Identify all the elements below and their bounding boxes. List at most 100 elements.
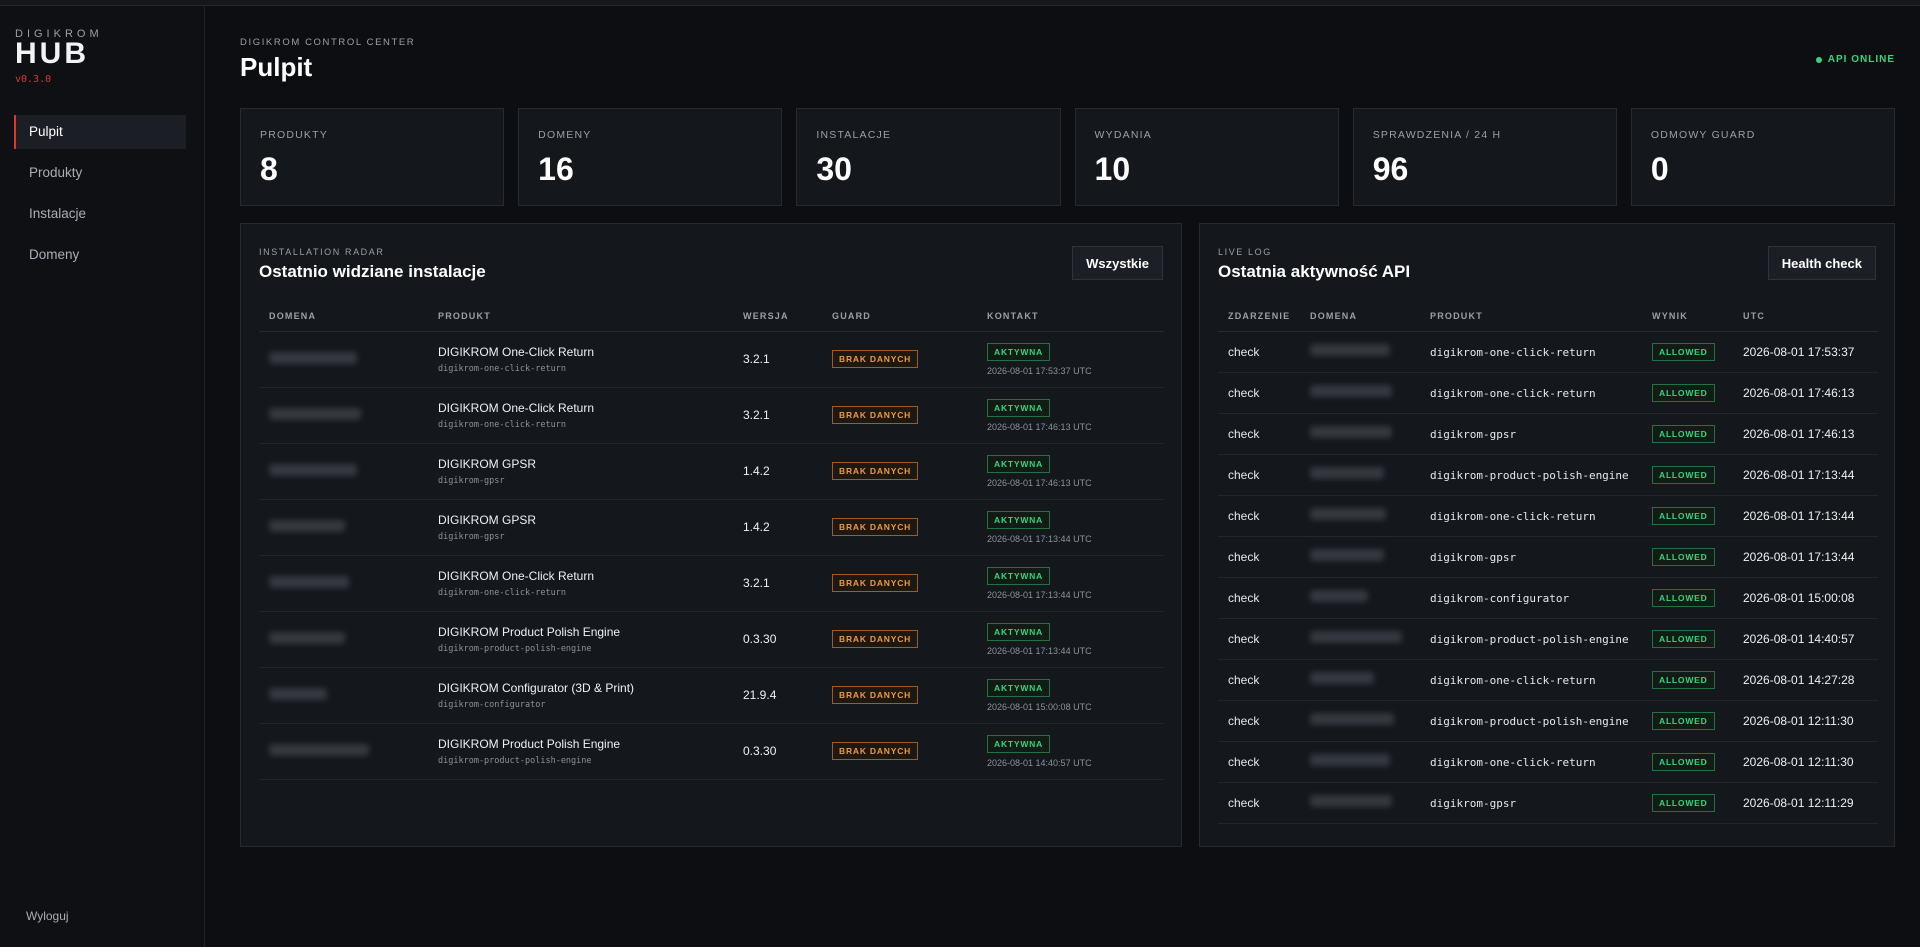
utc-value: 2026-08-01 12:11:30: [1743, 713, 1854, 728]
domain-cell: [1300, 741, 1420, 783]
result-cell: ALLOWED: [1642, 413, 1733, 455]
table-row[interactable]: DIGIKROM Product Polish Engine digikrom-p…: [259, 611, 1164, 668]
version-cell: 0.3.30: [733, 611, 822, 668]
guard-badge: BRAK DANYCH: [832, 742, 919, 760]
event-value: check: [1228, 344, 1260, 359]
event-cell: check: [1218, 577, 1300, 619]
table-row[interactable]: DIGIKROM One-Click Return digikrom-one-cl…: [259, 555, 1164, 612]
sidebar-item-produkty[interactable]: Produkty: [29, 165, 83, 180]
contact-time: 2026-08-01 17:13:44 UTC: [987, 645, 1092, 656]
sidebar-item-domeny[interactable]: Domeny: [29, 247, 80, 262]
table-row[interactable]: check digikrom-product-polish-engine ALLOW…: [1218, 454, 1878, 496]
table-row[interactable]: DIGIKROM Configurator (3D & Print) digikr…: [259, 667, 1164, 724]
event-value: check: [1228, 672, 1260, 687]
stat-card-domeny: DOMENY 16: [518, 108, 783, 206]
product-slug: digikrom-product-polish-engine: [438, 755, 592, 766]
stat-card-produkty: PRODUKTY 8: [240, 108, 505, 206]
redacted-domain: [269, 743, 369, 756]
table-row[interactable]: DIGIKROM GPSR digikrom-gpsr 1.4.2 BRAK DANY…: [259, 499, 1164, 556]
table-row[interactable]: check digikrom-gpsr ALLOWED 2026-08-01 17:4…: [1218, 413, 1878, 455]
table-row[interactable]: check digikrom-one-click-return ALLOWED 202…: [1218, 741, 1878, 783]
domain-cell: [1300, 659, 1420, 701]
contact-time: 2026-08-01 17:46:13 UTC: [987, 477, 1092, 488]
table-row[interactable]: check digikrom-product-polish-engine ALLOW…: [1218, 618, 1878, 660]
table-row[interactable]: check digikrom-one-click-return ALLOWED 202…: [1218, 372, 1878, 414]
table-row[interactable]: check digikrom-gpsr ALLOWED 2026-08-01 17:1…: [1218, 536, 1878, 578]
sidebar-item-instalacje[interactable]: Instalacje: [29, 206, 87, 221]
stat-label: DOMENY: [538, 129, 592, 141]
guard-cell: BRAK DANYCH: [822, 499, 977, 556]
result-badge: ALLOWED: [1652, 342, 1715, 361]
table-row[interactable]: check digikrom-configurator ALLOWED 2026-08…: [1218, 577, 1878, 619]
product-slug: digikrom-product-polish-engine: [438, 643, 592, 654]
table-row[interactable]: DIGIKROM One-Click Return digikrom-one-cl…: [259, 387, 1164, 444]
sidebar-nav: Pulpit Produkty Instalacje Domeny: [14, 115, 186, 279]
table-row[interactable]: check digikrom-gpsr ALLOWED 2026-08-01 12:1…: [1218, 782, 1878, 824]
utc-cell: 2026-08-01 17:46:13: [1733, 372, 1878, 414]
event-cell: check: [1218, 618, 1300, 660]
redacted-domain: [1310, 426, 1392, 438]
event-cell: check: [1218, 331, 1300, 373]
event-value: check: [1228, 631, 1260, 646]
event-value: check: [1228, 508, 1260, 523]
product-name: DIGIKROM One-Click Return: [438, 344, 595, 359]
utc-value: 2026-08-01 14:27:28: [1743, 672, 1855, 687]
stat-card-instalacje: INSTALACJE 30: [796, 108, 1061, 206]
event-cell: check: [1218, 413, 1300, 455]
version-label: v0.3.0: [15, 74, 52, 85]
domain-cell: [259, 555, 428, 612]
panel-title: Ostatnio widziane instalacje: [259, 262, 486, 281]
product-cell: digikrom-one-click-return: [1420, 659, 1642, 701]
domain-cell: [1300, 536, 1420, 578]
table-row[interactable]: check digikrom-product-polish-engine ALLOW…: [1218, 700, 1878, 742]
table-row[interactable]: check digikrom-one-click-return ALLOWED 202…: [1218, 495, 1878, 537]
product-cell: DIGIKROM Product Polish Engine digikrom-p…: [428, 723, 733, 780]
product-slug: digikrom-gpsr: [438, 475, 505, 486]
domain-cell: [1300, 782, 1420, 824]
utc-value: 2026-08-01 12:11:29: [1743, 795, 1854, 810]
redacted-domain: [1310, 672, 1374, 684]
product-slug: digikrom-gpsr: [1430, 796, 1517, 810]
redacted-domain: [269, 519, 345, 532]
health-check-button[interactable]: Health check: [1767, 246, 1876, 280]
column-header: UTC: [1733, 301, 1878, 332]
version-value: 0.3.30: [743, 632, 777, 646]
product-slug: digikrom-one-click-return: [1430, 345, 1596, 359]
version-value: 3.2.1: [743, 408, 770, 422]
contact-cell: AKTYWNA 2026-08-01 17:53:37 UTC: [977, 331, 1164, 388]
sidebar-item-pulpit[interactable]: Pulpit: [14, 115, 186, 149]
column-header: DOMENA: [259, 301, 428, 332]
all-installations-button[interactable]: Wszystkie: [1072, 246, 1163, 280]
table-row[interactable]: check digikrom-one-click-return ALLOWED 202…: [1218, 659, 1878, 701]
product-slug: digikrom-one-click-return: [1430, 509, 1596, 523]
logout-link[interactable]: Wyloguj: [26, 909, 69, 923]
column-header: KONTAKT: [977, 301, 1164, 332]
stat-card-odmowy-guard: ODMOWY GUARD 0: [1630, 108, 1896, 206]
result-badge: ALLOWED: [1652, 424, 1715, 443]
table-row[interactable]: DIGIKROM One-Click Return digikrom-one-cl…: [259, 331, 1164, 388]
table-row[interactable]: DIGIKROM Product Polish Engine digikrom-p…: [259, 723, 1164, 780]
version-cell: 21.9.4: [733, 667, 822, 724]
event-cell: check: [1218, 536, 1300, 578]
product-name: DIGIKROM GPSR: [438, 512, 537, 527]
result-cell: ALLOWED: [1642, 782, 1733, 824]
event-cell: check: [1218, 741, 1300, 783]
product-cell: DIGIKROM GPSR digikrom-gpsr: [428, 443, 733, 500]
product-cell: digikrom-one-click-return: [1420, 741, 1642, 783]
event-value: check: [1228, 754, 1260, 769]
product-slug: digikrom-product-polish-engine: [1430, 714, 1629, 728]
table-row[interactable]: DIGIKROM GPSR digikrom-gpsr 1.4.2 BRAK DANY…: [259, 443, 1164, 500]
result-badge: ALLOWED: [1652, 711, 1715, 730]
status-badge: AKTYWNA: [987, 342, 1051, 361]
utc-value: 2026-08-01 17:13:44: [1743, 549, 1855, 564]
product-name: DIGIKROM One-Click Return: [438, 568, 595, 583]
stat-value: 30: [816, 151, 852, 187]
domain-cell: [259, 499, 428, 556]
brand-top-text: DIGIKROM: [15, 28, 103, 40]
contact-cell: AKTYWNA 2026-08-01 17:46:13 UTC: [977, 443, 1164, 500]
table-row[interactable]: check digikrom-one-click-return ALLOWED 202…: [1218, 331, 1878, 373]
result-badge: ALLOWED: [1652, 506, 1715, 525]
event-value: check: [1228, 590, 1260, 605]
redacted-domain: [1310, 385, 1392, 397]
event-cell: check: [1218, 454, 1300, 496]
